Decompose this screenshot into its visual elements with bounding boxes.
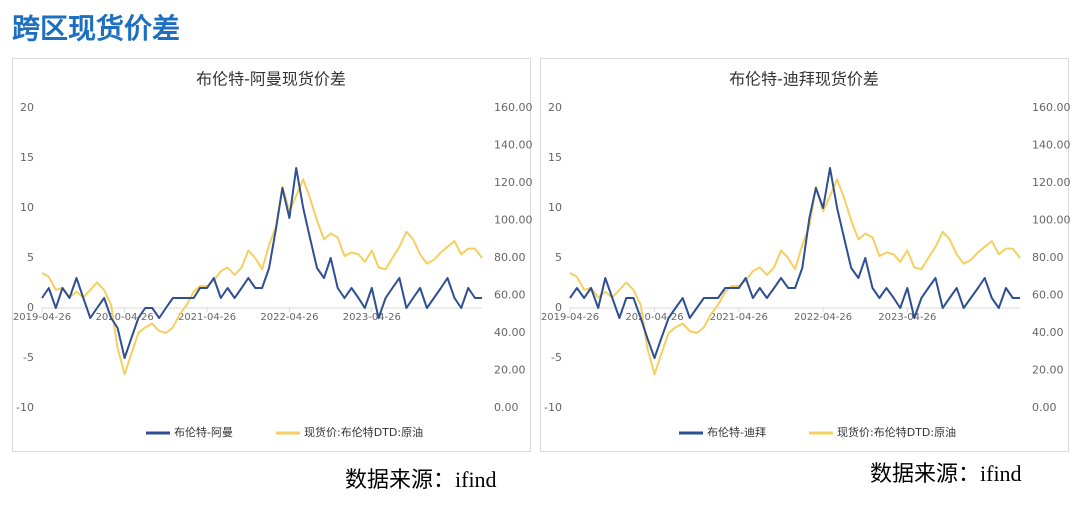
- y2-tick-label: 120.00: [494, 176, 533, 189]
- chart-title: 布伦特-迪拜现货价差: [729, 70, 879, 89]
- series-line: [41, 178, 483, 376]
- y2-tick-label: 40.00: [494, 326, 526, 339]
- y-tick-label: 15: [548, 151, 562, 164]
- y2-tick-label: 0.00: [1032, 401, 1057, 414]
- y2-tick-label: 0.00: [494, 401, 519, 414]
- y2-tick-label: 160.00: [494, 101, 533, 114]
- y-tick-label: -5: [23, 351, 34, 364]
- y2-tick-label: 100.00: [1032, 214, 1071, 227]
- y-tick-label: 0: [555, 301, 562, 314]
- legend-label: 现货价:布伦特DTD:原油: [837, 425, 956, 439]
- source-note: 数据来源：ifind: [345, 467, 497, 492]
- y2-tick-label: 60.00: [494, 289, 526, 302]
- series-line: [569, 167, 1020, 359]
- legend-label: 现货价:布伦特DTD:原油: [304, 425, 423, 439]
- y-tick-label: 20: [20, 101, 34, 114]
- y2-tick-label: 40.00: [1032, 326, 1064, 339]
- y-tick-label: 15: [20, 151, 34, 164]
- x-tick-label: 2020-04-26: [625, 312, 683, 323]
- y2-tick-label: 80.00: [494, 251, 526, 264]
- y-tick-label: -5: [551, 351, 562, 364]
- y2-tick-label: 80.00: [1032, 251, 1064, 264]
- y-tick-label: 10: [20, 201, 34, 214]
- y2-tick-label: 60.00: [1032, 289, 1064, 302]
- chart-title: 布伦特-阿曼现货价差: [196, 70, 346, 89]
- legend-label: 布伦特-迪拜: [707, 425, 766, 439]
- x-tick-label: 2020-04-26: [96, 312, 154, 323]
- y-tick-label: 5: [27, 251, 34, 264]
- y-tick-label: -10: [16, 401, 34, 414]
- x-tick-label: 2023-04-26: [878, 312, 936, 323]
- page-title: 跨区现货价差: [12, 12, 180, 45]
- y2-tick-label: 120.00: [1032, 176, 1071, 189]
- y2-tick-label: 140.00: [494, 139, 533, 152]
- y2-tick-label: 160.00: [1032, 101, 1071, 114]
- y2-tick-label: 140.00: [1032, 139, 1071, 152]
- y-tick-label: 5: [555, 251, 562, 264]
- x-tick-label: 2019-04-26: [13, 312, 71, 323]
- source-note: 数据来源：ifind: [870, 461, 1022, 486]
- y-tick-label: -10: [544, 401, 562, 414]
- y-tick-label: 20: [548, 101, 562, 114]
- series-line: [41, 167, 482, 359]
- x-tick-label: 2021-04-26: [178, 312, 236, 323]
- x-tick-label: 2022-04-26: [794, 312, 852, 323]
- x-tick-label: 2022-04-26: [260, 312, 318, 323]
- x-tick-label: 2023-04-26: [343, 312, 401, 323]
- legend-label: 布伦特-阿曼: [174, 425, 233, 439]
- series-line: [569, 178, 1021, 376]
- y2-tick-label: 20.00: [494, 364, 526, 377]
- y2-tick-label: 20.00: [1032, 364, 1064, 377]
- x-tick-label: 2019-04-26: [541, 312, 599, 323]
- panel-frame: [12, 58, 531, 452]
- y-tick-label: 10: [548, 201, 562, 214]
- y-tick-label: 0: [27, 301, 34, 314]
- x-tick-label: 2021-04-26: [710, 312, 768, 323]
- panel-frame: [540, 58, 1069, 452]
- y2-tick-label: 100.00: [494, 214, 533, 227]
